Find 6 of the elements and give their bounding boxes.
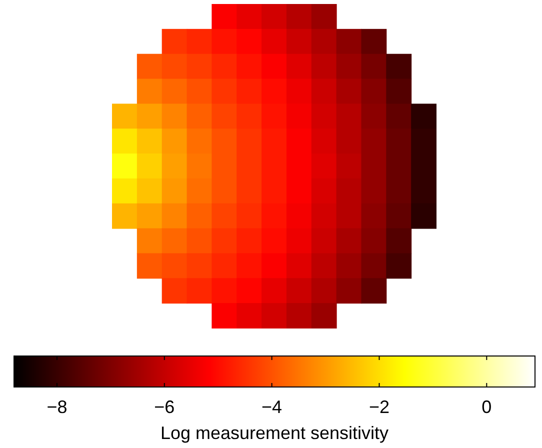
color-bar-title: Log measurement sensitivity (160, 423, 389, 443)
color-bar-label: −6 (154, 397, 175, 417)
color-bar-label: −2 (368, 397, 390, 417)
color-bar-label: −4 (262, 397, 282, 417)
color-bar-label: 0 (482, 397, 492, 417)
color-bar-label: −8 (46, 397, 68, 417)
